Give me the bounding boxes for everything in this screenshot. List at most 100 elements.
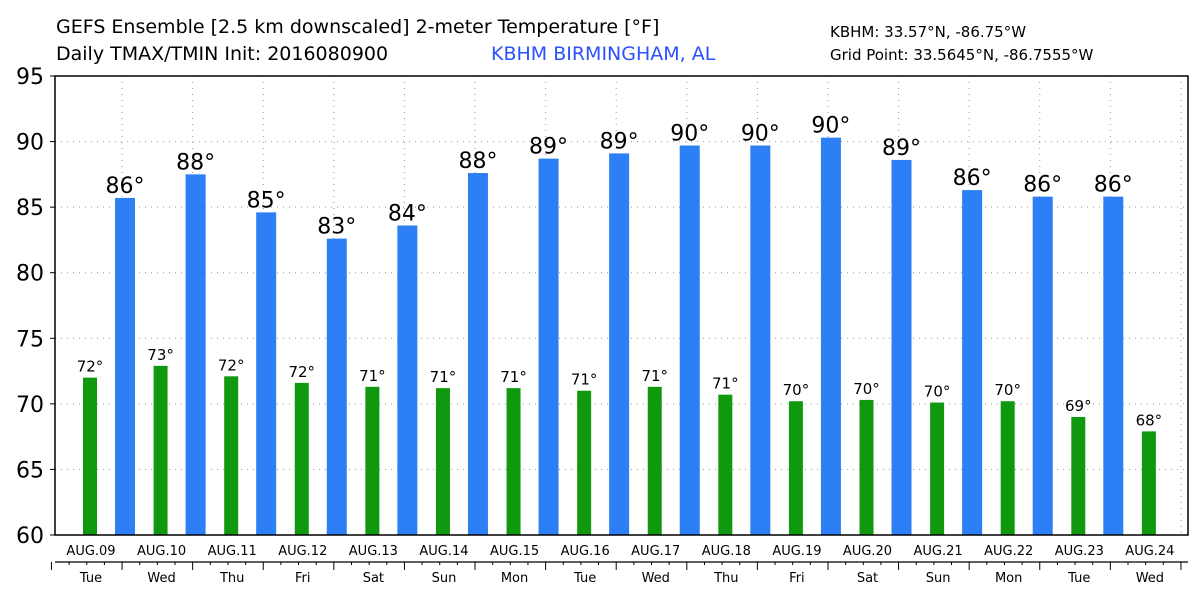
weekday-label: Thu xyxy=(219,571,244,586)
tmin-label: 71° xyxy=(430,368,457,386)
tmax-bar xyxy=(538,158,559,535)
tmax-label: 86° xyxy=(1023,173,1062,198)
tmin-label: 71° xyxy=(500,368,527,386)
tmin-bar xyxy=(153,365,168,535)
tmax-bar xyxy=(467,173,488,535)
tmax-label: 88° xyxy=(176,150,215,175)
weekday-label: Sat xyxy=(857,571,878,586)
tmin-label: 72° xyxy=(288,363,315,381)
tmax-bar xyxy=(1032,196,1053,535)
weekday-label: Tue xyxy=(1067,571,1090,586)
tmax-bar xyxy=(185,174,206,535)
tmax-bar xyxy=(326,238,347,536)
tmin-label: 70° xyxy=(853,380,880,398)
tmax-bar xyxy=(256,212,277,536)
tmax-bar xyxy=(397,225,418,535)
tmin-label: 72° xyxy=(77,358,104,376)
tmax-bar xyxy=(609,153,630,536)
tmin-label: 71° xyxy=(359,367,386,385)
tmin-label: 69° xyxy=(1065,397,1092,415)
weekday-label: Sun xyxy=(432,571,457,586)
tmax-bar xyxy=(820,137,841,535)
date-label: AUG.19 xyxy=(772,544,821,559)
date-label: AUG.13 xyxy=(349,544,398,559)
y-tick-label: 95 xyxy=(16,65,44,90)
tmin-bar xyxy=(577,390,592,535)
tmax-label: 88° xyxy=(458,149,497,174)
date-label: AUG.15 xyxy=(490,544,539,559)
tmax-bar xyxy=(891,159,912,535)
weekday-label: Wed xyxy=(147,571,175,586)
tmin-bar xyxy=(506,388,521,535)
tmin-label: 71° xyxy=(571,371,598,389)
weekday-label: Thu xyxy=(713,571,738,586)
weekday-label: Wed xyxy=(1136,571,1164,586)
tmin-bar xyxy=(435,388,450,535)
date-label: AUG.22 xyxy=(984,544,1033,559)
date-label: AUG.17 xyxy=(631,544,680,559)
tmax-label: 83° xyxy=(317,215,356,240)
tmin-label: 71° xyxy=(641,367,668,385)
y-tick-label: 80 xyxy=(16,262,44,287)
date-label: AUG.09 xyxy=(66,544,115,559)
tmin-bar xyxy=(647,386,662,535)
tmin-bar xyxy=(930,402,945,535)
tmax-bar xyxy=(115,197,135,535)
tmax-bar xyxy=(750,145,771,535)
weekday-label: Mon xyxy=(501,571,528,586)
tmin-label: 68° xyxy=(1136,411,1163,429)
tmax-label: 84° xyxy=(388,202,427,227)
y-tick-label: 85 xyxy=(16,196,44,221)
tmax-label: 86° xyxy=(1094,173,1133,198)
tmin-label: 70° xyxy=(924,383,951,401)
tmin-bar xyxy=(718,394,733,535)
tmin-bar xyxy=(294,382,309,535)
date-label: AUG.23 xyxy=(1055,544,1104,559)
date-label: AUG.10 xyxy=(137,544,186,559)
date-label: AUG.21 xyxy=(914,544,963,559)
weekday-label: Wed xyxy=(642,571,670,586)
tmin-bar xyxy=(83,377,97,535)
tmin-bar xyxy=(1000,401,1015,535)
tmax-label: 85° xyxy=(247,188,286,213)
tmax-bar xyxy=(1103,196,1124,535)
tmin-label: 70° xyxy=(994,381,1021,399)
y-tick-label: 75 xyxy=(16,327,44,352)
tmax-label: 86° xyxy=(953,166,992,191)
date-label: AUG.18 xyxy=(702,544,751,559)
date-label: AUG.24 xyxy=(1125,544,1174,559)
tmin-label: 73° xyxy=(147,346,174,364)
tmax-label: 86° xyxy=(106,174,145,199)
chart-title: GEFS Ensemble [2.5 km downscaled] 2-mete… xyxy=(56,16,660,38)
weekday-label: Sat xyxy=(363,571,384,586)
tmax-bar xyxy=(679,145,700,535)
y-tick-label: 65 xyxy=(16,458,44,483)
station-coordinates: KBHM: 33.57°N, -86.75°W xyxy=(830,23,1027,41)
tmin-bar xyxy=(365,386,380,535)
grid-point-coordinates: Grid Point: 33.5645°N, -86.7555°W xyxy=(830,46,1094,64)
tmin-label: 71° xyxy=(712,375,739,393)
tmax-label: 90° xyxy=(741,122,780,147)
tmax-label: 89° xyxy=(529,135,568,160)
weekday-label: Mon xyxy=(995,571,1022,586)
weekday-label: Fri xyxy=(295,571,311,586)
tmin-label: 72° xyxy=(218,356,245,374)
tmax-label: 90° xyxy=(670,122,709,147)
tmin-bar xyxy=(224,376,239,535)
plot-frame xyxy=(54,75,1189,536)
weekday-label: Tue xyxy=(573,571,596,586)
tmin-bar xyxy=(859,399,874,535)
date-label: AUG.11 xyxy=(208,544,257,559)
date-label: AUG.12 xyxy=(278,544,327,559)
tmin-label: 70° xyxy=(783,381,810,399)
y-tick-label: 90 xyxy=(16,131,44,156)
chart-subtitle: Daily TMAX/TMIN Init: 2016080900 xyxy=(56,43,389,65)
date-label: AUG.16 xyxy=(561,544,610,559)
weekday-label: Fri xyxy=(789,571,805,586)
weekday-label: Sun xyxy=(926,571,951,586)
date-label: AUG.20 xyxy=(843,544,892,559)
tmin-bar xyxy=(1071,416,1086,535)
weekday-label: Tue xyxy=(79,571,102,586)
y-tick-label: 60 xyxy=(16,524,44,549)
